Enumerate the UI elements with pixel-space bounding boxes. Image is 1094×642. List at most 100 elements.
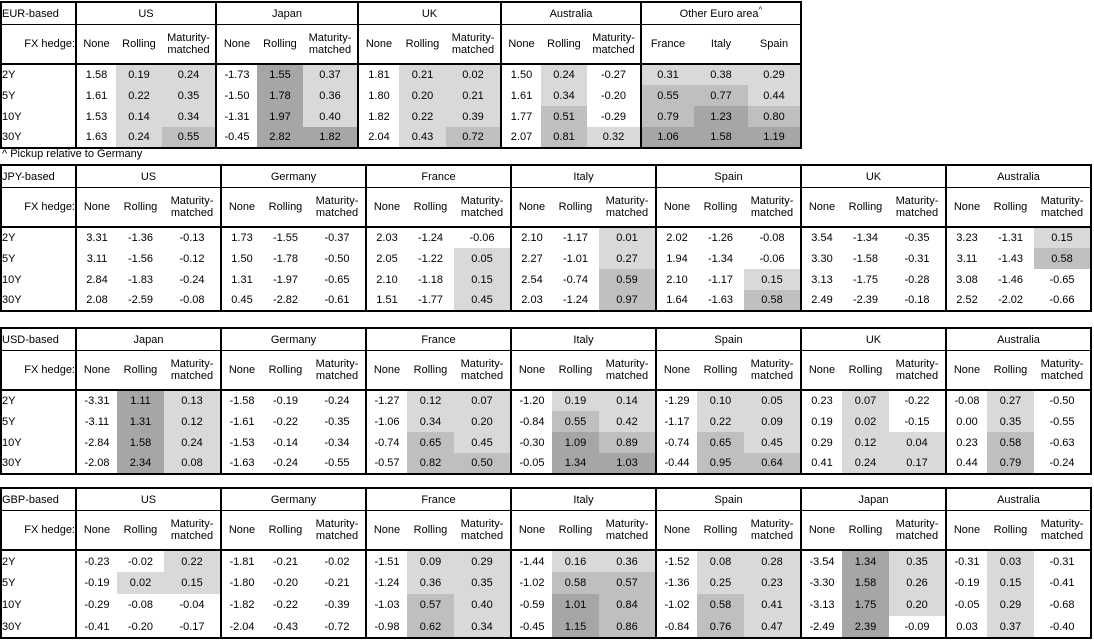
value-cell: 3.30 (800, 248, 842, 269)
fx-table-usd-based: USD-based Japan Germany France Italy Spain UK A… (0, 327, 1092, 475)
group-title-text: Japan (858, 493, 889, 506)
value-cell: -1.36 (655, 572, 697, 594)
group-title-text: UK (865, 333, 882, 346)
value-cell: 0.22 (399, 106, 446, 127)
value-cell: -0.65 (324, 273, 350, 286)
col-header: Maturity-matched (1034, 510, 1091, 551)
value-cell: 3.31 (75, 227, 117, 248)
value-cell: 0.12 (407, 390, 454, 411)
footnote: ^ Pickup relative to Germany (2, 148, 143, 160)
value-cell: -0.27 (600, 69, 627, 81)
value-cell: 1.19 (748, 127, 801, 148)
value-cell: 0.44 (748, 85, 801, 106)
value-cell: -1.51 (365, 550, 407, 572)
value-cell: 0.65 (697, 432, 744, 453)
group-title-us: US (75, 165, 221, 188)
group-title-text: Germany (270, 333, 317, 346)
value-cell: 0.00 (945, 411, 987, 432)
table-base-label: GBP-based (1, 488, 76, 511)
value-cell: -1.58 (852, 252, 879, 265)
value-cell: 0.41 (744, 594, 801, 616)
value-cell: -1.55 (272, 232, 299, 244)
value-cell: -1.61 (220, 411, 262, 432)
value-cell: -0.55 (1049, 415, 1075, 428)
value-cell: -1.29 (655, 390, 697, 411)
value-cell: 1.50 (500, 64, 541, 85)
group-title-uk: UK (800, 328, 946, 351)
col-header: Maturity-matched (744, 187, 801, 228)
col-header: Maturity-matched (454, 350, 511, 391)
group-title-us: US (75, 488, 221, 511)
col-header: None (75, 350, 117, 391)
value-cell: 2.03 (365, 227, 407, 248)
value-cell: 2.54 (510, 269, 552, 290)
value-cell: 0.95 (697, 453, 744, 474)
value-cell: -0.15 (904, 415, 930, 428)
value-cell: 0.37 (987, 616, 1034, 638)
value-cell: 0.22 (697, 411, 744, 432)
value-cell: -1.01 (562, 252, 589, 265)
value-cell: -0.08 (945, 390, 987, 411)
value-cell: -0.31 (1049, 555, 1075, 568)
tenor-label: 5Y (2, 577, 16, 589)
value-cell: 0.58 (552, 572, 599, 594)
value-cell: 0.14 (116, 106, 162, 127)
value-cell: 0.24 (541, 64, 587, 85)
value-cell: -0.19 (75, 572, 117, 594)
value-cell: -0.20 (127, 620, 154, 633)
value-cell: -1.97 (272, 273, 299, 286)
value-cell: -0.02 (324, 555, 350, 568)
value-cell: 0.24 (116, 127, 162, 148)
value-cell: -1.78 (272, 252, 299, 265)
value-cell: -1.18 (417, 273, 444, 286)
value-cell: -0.08 (759, 232, 785, 244)
value-cell: 0.22 (164, 550, 221, 572)
value-cell: -2.04 (220, 616, 262, 638)
group-title-text: France (421, 170, 456, 183)
group-title-text: Spain (714, 170, 743, 183)
group-title-australia: Australia (945, 165, 1091, 188)
value-cell: 0.08 (164, 453, 221, 474)
value-cell: 0.15 (164, 572, 221, 594)
table-row: 30Y -2.08 2.34 0.08 -1.63 -0.24 -0.55 -0.57 0.82… (1, 453, 1091, 474)
value-cell: -1.36 (127, 232, 154, 244)
value-cell: -0.24 (179, 273, 205, 286)
group-title-italy: Italy (510, 328, 656, 351)
value-cell: 0.05 (744, 390, 801, 411)
value-cell: -3.11 (75, 411, 117, 432)
fx-hedge-label: FX hedge: (1, 350, 76, 391)
value-cell: 2.10 (510, 227, 552, 248)
tenor-label: 2Y (2, 395, 16, 407)
col-header: Maturity-matched (309, 350, 366, 391)
value-cell: -0.72 (324, 620, 350, 633)
value-cell: -0.57 (365, 453, 407, 474)
value-cell: -2.84 (75, 432, 117, 453)
value-cell: 0.24 (164, 432, 221, 453)
group-title-france: France (365, 165, 511, 188)
value-cell: 0.13 (164, 390, 221, 411)
tenor-label: 30Y (2, 131, 22, 143)
value-cell: -0.21 (272, 555, 299, 568)
value-cell: 0.27 (599, 248, 656, 269)
group-title-australia: Australia (500, 2, 641, 25)
table-row: 10Y 2.84 -1.83 -0.24 1.31 -1.97 -0.65 2.10 -1.18… (1, 269, 1091, 290)
col-header: Rolling (987, 510, 1034, 551)
col-header: Rolling (399, 24, 446, 65)
value-cell: 2.84 (75, 269, 117, 290)
group-title-text: Italy (573, 333, 594, 346)
col-header: Maturity-matched (889, 350, 946, 391)
col-header: None (945, 510, 987, 551)
col-header: Maturity-matched (454, 510, 511, 551)
value-cell: -0.40 (1049, 620, 1075, 633)
value-cell: 1.78 (257, 85, 303, 106)
group-title-italy: Italy (510, 488, 656, 511)
group-title-text: Germany (270, 170, 317, 183)
col-header: Rolling (407, 510, 454, 551)
col-header: Rolling (697, 187, 744, 228)
value-cell: -0.06 (469, 232, 495, 244)
group-title-text: Italy (573, 170, 594, 183)
value-cell: 1.03 (599, 453, 656, 474)
col-header: None (365, 510, 407, 551)
value-cell: 1.34 (552, 453, 599, 474)
